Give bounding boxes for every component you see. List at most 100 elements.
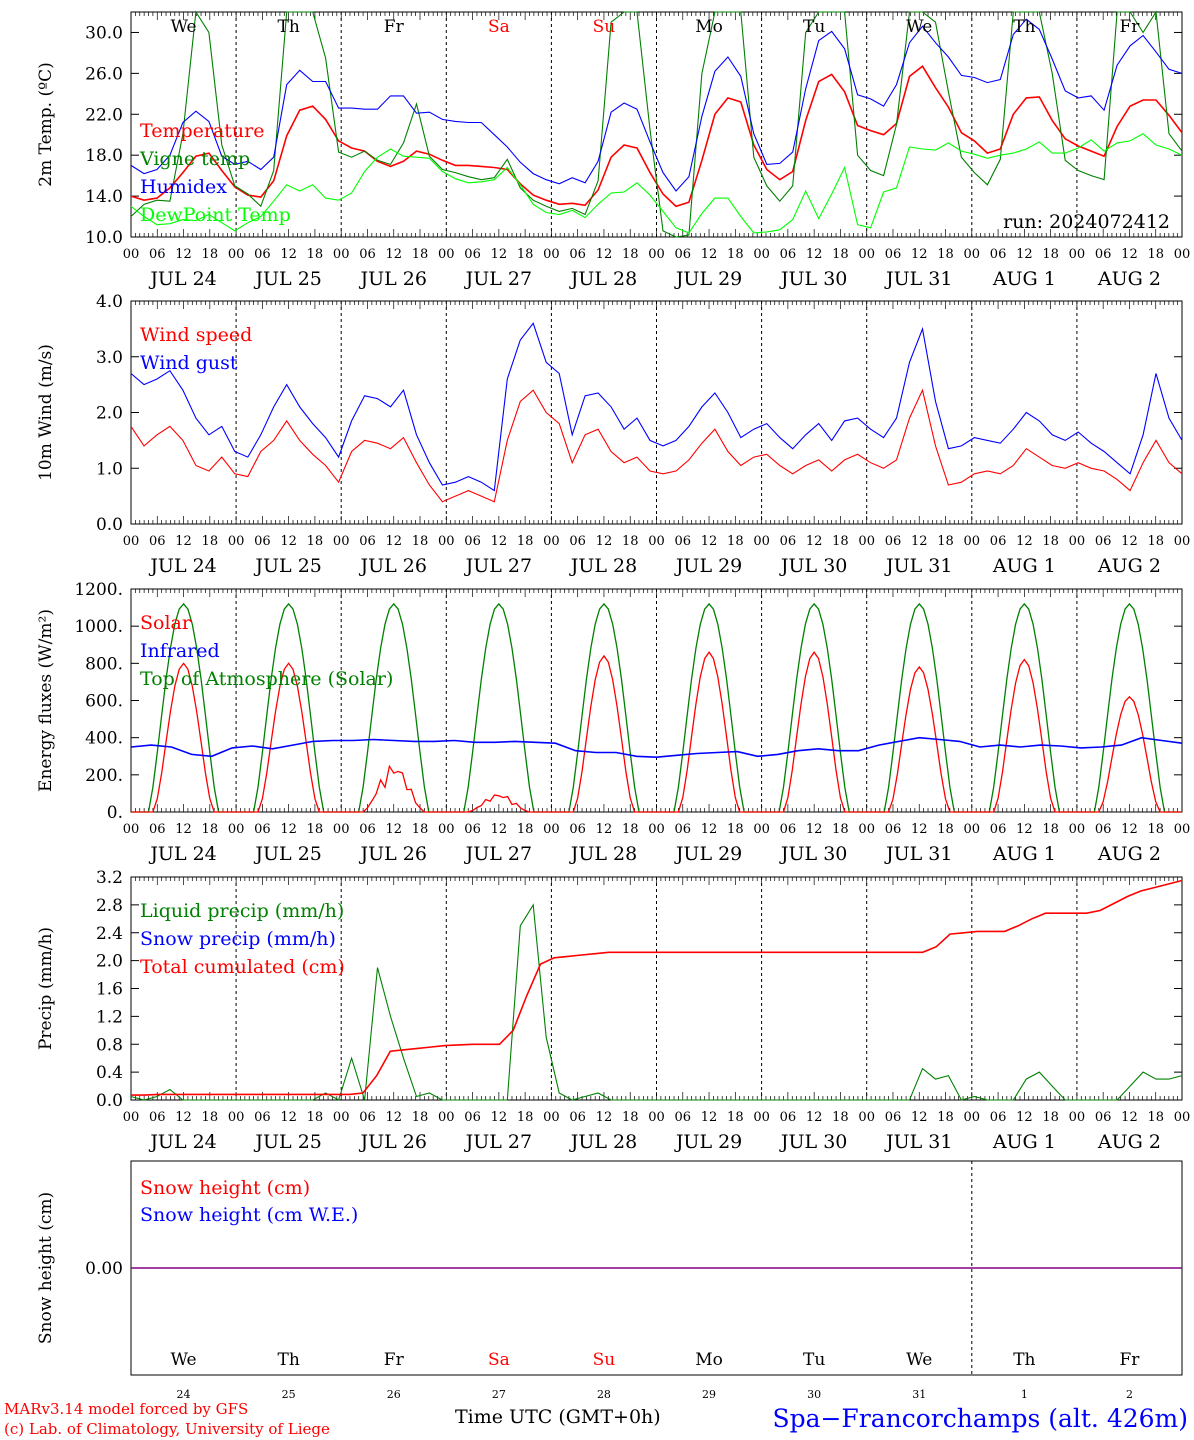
day-name: We: [906, 1350, 932, 1370]
hour-label: 00: [648, 822, 665, 837]
y-tick-label: 800.: [85, 654, 123, 674]
hour-label: 06: [885, 1110, 902, 1125]
hour-label: 12: [911, 1110, 928, 1125]
hour-label: 06: [675, 534, 692, 549]
hour-label: 06: [359, 534, 376, 549]
hour-label: 00: [228, 534, 245, 549]
hour-label: 18: [307, 534, 324, 549]
hour-label: 00: [858, 822, 875, 837]
hour-label: 12: [280, 534, 297, 549]
hour-label: 00: [1174, 1110, 1191, 1125]
day-name: Fr: [384, 1350, 405, 1370]
hour-label: 18: [832, 822, 849, 837]
day-name: Fr: [1119, 1350, 1140, 1370]
hour-label: 00: [333, 247, 350, 262]
hour-label: 12: [1121, 1110, 1138, 1125]
hour-label: 00: [228, 1110, 245, 1125]
panel-3: 0. 200. 400. 600. 800. 1000. 1200. Energy fluxe…: [36, 580, 1190, 865]
y-tick-label: 26.0: [85, 64, 123, 84]
hour-label: 06: [675, 1110, 692, 1125]
day-number: 26: [387, 1388, 401, 1401]
hour-label: 12: [491, 822, 508, 837]
hour-label: 12: [280, 822, 297, 837]
hour-label: 18: [937, 1110, 954, 1125]
hour-label: 12: [596, 534, 613, 549]
y-tick-label: 400.: [85, 729, 123, 749]
hour-label: 18: [727, 822, 744, 837]
hour-label: 12: [1016, 247, 1033, 262]
y-tick-label: 3.2: [96, 868, 123, 888]
hour-label: 06: [675, 822, 692, 837]
y-axis-label: Precip (mm/h): [36, 927, 56, 1050]
hour-label: 18: [517, 534, 534, 549]
hour-label: 00: [1174, 247, 1191, 262]
hour-label: 18: [202, 534, 219, 549]
hour-label: 00: [1069, 822, 1086, 837]
date-label: JUL 27: [464, 268, 532, 290]
date-label: AUG 2: [1097, 555, 1161, 577]
hour-label: 18: [727, 247, 744, 262]
date-label: JUL 27: [464, 843, 532, 865]
date-label: JUL 31: [884, 1131, 952, 1153]
footer: MARv3.14 model forced by GFS (c) Lab. of…: [4, 1400, 1188, 1438]
series-3: [130, 133, 1183, 234]
date-label: JUL 31: [884, 555, 952, 577]
legend-entry: Snow height (cm): [140, 1177, 310, 1199]
hour-label: 00: [1174, 822, 1191, 837]
hour-label: 18: [727, 1110, 744, 1125]
hour-label: 12: [491, 1110, 508, 1125]
hour-label: 12: [701, 822, 718, 837]
hour-label: 00: [858, 534, 875, 549]
hour-label: 18: [937, 247, 954, 262]
hour-label: 18: [832, 1110, 849, 1125]
y-tick-label: 0.8: [96, 1035, 123, 1055]
hour-label: 06: [359, 822, 376, 837]
date-label: JUL 29: [674, 843, 742, 865]
hour-label: 12: [491, 247, 508, 262]
date-label: JUL 25: [253, 268, 321, 290]
y-tick-label: 1.2: [96, 1007, 123, 1027]
hour-label: 06: [675, 247, 692, 262]
date-label: JUL 30: [779, 555, 847, 577]
day-name: We: [170, 1350, 196, 1370]
hour-label: 12: [596, 1110, 613, 1125]
y-tick-label: 1000.: [74, 617, 123, 637]
date-label: AUG 2: [1097, 268, 1161, 290]
legend-entry: Snow precip (mm/h): [140, 928, 336, 950]
panel-5: 0.00 Snow height (cm) Snow height (cm) Snow…: [36, 1160, 1183, 1401]
hour-label: 00: [438, 534, 455, 549]
hour-label: 00: [333, 1110, 350, 1125]
plot-frame: [130, 300, 1183, 525]
date-label: JUL 30: [779, 1131, 847, 1153]
panel-4: 0.0 0.4 0.8 1.2 1.6 2.0 2.4 2.8 3.2 Precip (mm/h)…: [36, 868, 1190, 1153]
legend-entry: Vigne temp: [139, 148, 250, 170]
date-label: JUL 26: [359, 1131, 427, 1153]
hour-label: 06: [254, 534, 271, 549]
hour-label: 12: [701, 1110, 718, 1125]
hour-label: 00: [543, 534, 560, 549]
hour-label: 18: [622, 247, 639, 262]
hour-label: 00: [228, 822, 245, 837]
hour-label: 06: [780, 1110, 797, 1125]
date-label: JUL 31: [884, 268, 952, 290]
y-tick-label: 0.4: [96, 1063, 123, 1083]
date-label: JUL 28: [569, 555, 637, 577]
run-label: run: 2024072412: [1003, 211, 1170, 233]
hour-label: 00: [648, 1110, 665, 1125]
hour-label: 06: [1095, 822, 1112, 837]
hour-label: 06: [569, 534, 586, 549]
y-tick-label: 30.0: [85, 23, 123, 43]
hour-label: 06: [569, 822, 586, 837]
hour-label: 18: [1042, 1110, 1059, 1125]
date-label: JUL 29: [674, 1131, 742, 1153]
date-label: JUL 24: [148, 1131, 216, 1153]
hour-label: 12: [911, 534, 928, 549]
y-tick-label: 0.0: [96, 515, 123, 535]
hour-label: 00: [123, 1110, 140, 1125]
hour-label: 06: [464, 1110, 481, 1125]
legend-entry: Humidex: [140, 176, 227, 198]
hour-label: 06: [359, 1110, 376, 1125]
y-tick-label: 14.0: [85, 187, 123, 207]
day-name: Sa: [488, 1350, 510, 1370]
hour-label: 00: [858, 1110, 875, 1125]
